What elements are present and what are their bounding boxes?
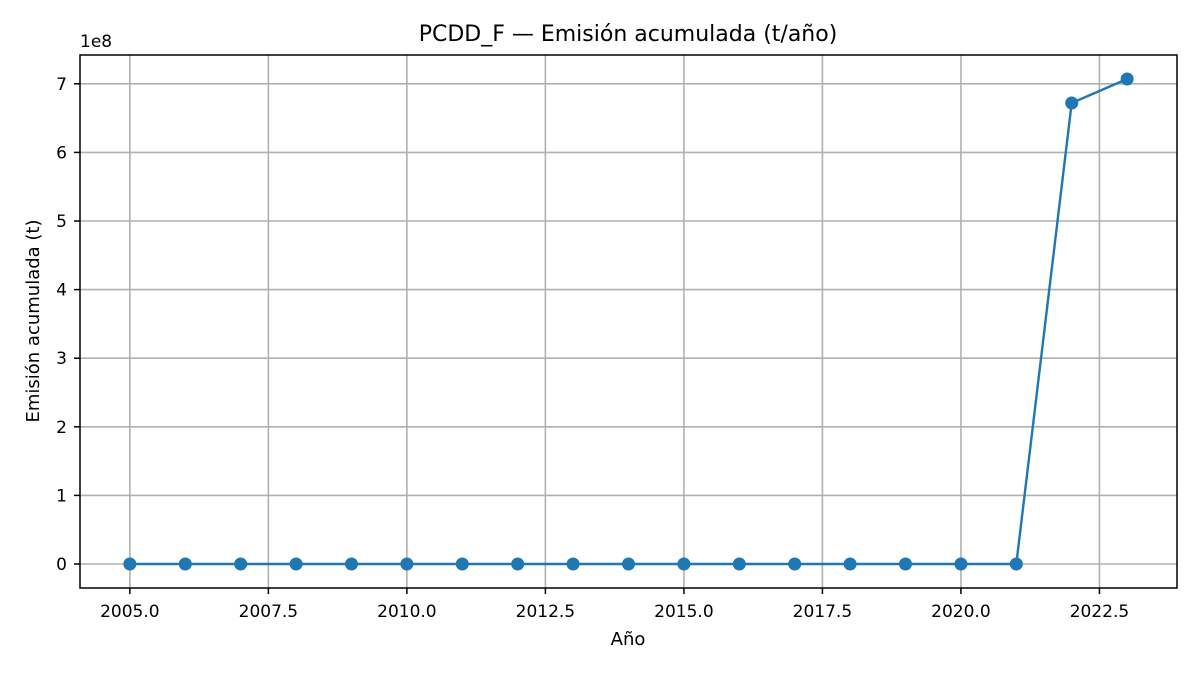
x-axis-ticks: 2005.0 2007.5 2010.0 2012.5 2015.0 2017.5 2020… — [100, 588, 1129, 622]
data-point — [234, 557, 248, 571]
data-point — [289, 557, 303, 571]
plot-frame — [79, 54, 1178, 589]
y-tick-label: 4 — [56, 281, 67, 301]
grid — [80, 55, 1177, 588]
data-point — [123, 557, 137, 571]
data-point — [400, 557, 414, 571]
y-tick-label: 1 — [56, 486, 67, 506]
y-tick-label: 6 — [56, 143, 67, 163]
data-point — [344, 557, 358, 571]
data-point — [899, 557, 913, 571]
x-tick-label: 2005.0 — [100, 602, 159, 622]
y-tick-label: 7 — [56, 75, 67, 95]
chart-title: PCDD_F — Emisión acumulada (t/año) — [419, 22, 838, 47]
data-point — [1065, 96, 1079, 110]
series-pcdd-f — [123, 72, 1134, 571]
data-point — [677, 557, 691, 571]
x-tick-label: 2017.5 — [793, 602, 852, 622]
data-point — [622, 557, 635, 571]
x-tick-label: 2020.0 — [931, 602, 990, 622]
y-tick-label: 0 — [56, 555, 67, 575]
x-tick-label: 2022.5 — [1070, 602, 1129, 622]
x-tick-label: 2015.0 — [654, 602, 713, 622]
y-axis-ticks: 0 1 2 3 4 5 6 7 — [56, 75, 80, 575]
data-point — [455, 557, 469, 571]
data-point — [178, 557, 192, 571]
data-point — [566, 557, 580, 571]
x-tick-label: 2010.0 — [377, 602, 436, 622]
data-point — [1120, 72, 1134, 86]
data-point — [843, 557, 857, 571]
x-axis-title: Año — [611, 629, 646, 650]
y-axis-title: Emisión acumulada (t) — [23, 219, 44, 422]
x-tick-label: 2012.5 — [516, 602, 575, 622]
data-point — [788, 557, 802, 571]
x-tick-label: 2007.5 — [239, 602, 298, 622]
y-tick-label: 2 — [56, 418, 67, 438]
data-point — [511, 557, 525, 571]
y-tick-label: 5 — [56, 212, 67, 232]
data-point — [1009, 557, 1023, 571]
y-tick-label: 3 — [56, 349, 67, 369]
data-point — [732, 557, 746, 571]
y-offset-label: 1e8 — [80, 32, 112, 52]
data-point — [954, 557, 968, 571]
